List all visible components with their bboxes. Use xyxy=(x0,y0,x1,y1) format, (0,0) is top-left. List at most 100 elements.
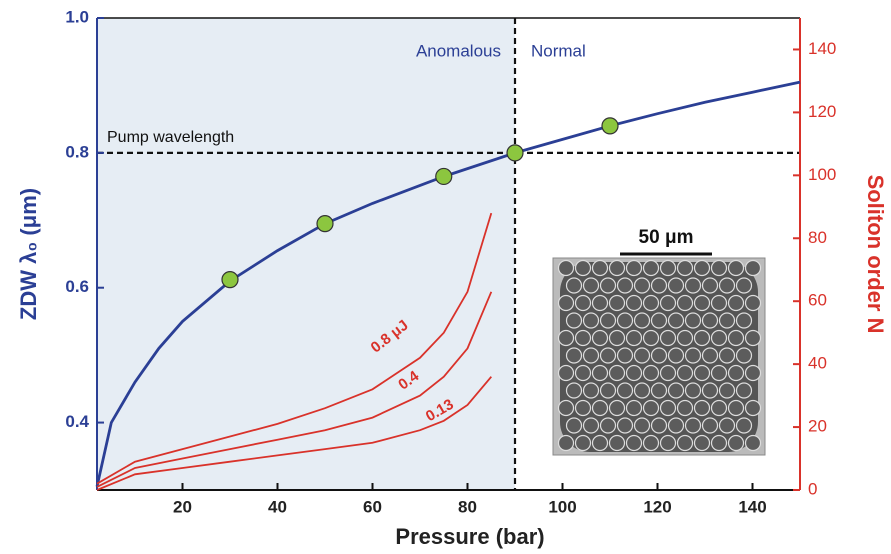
inset-cell xyxy=(557,259,575,277)
inset-cell xyxy=(557,294,575,312)
inset-cell xyxy=(650,417,668,434)
soliton-curve xyxy=(96,291,493,488)
data-point xyxy=(221,271,239,289)
inset-cell xyxy=(557,364,575,382)
inset-cell xyxy=(727,399,745,417)
zdw-curve xyxy=(95,80,801,487)
inset-cell xyxy=(574,434,592,452)
inset-cell xyxy=(710,259,728,277)
y-tick-label: 0.4 xyxy=(65,412,89,431)
data-point xyxy=(601,117,619,135)
inset-cell xyxy=(625,329,643,347)
y2-axis-title: Soliton order N xyxy=(863,175,888,334)
inset-cell xyxy=(616,347,634,364)
inset-cell xyxy=(608,329,626,347)
inset-cell xyxy=(701,382,719,399)
inset-cell xyxy=(616,277,634,294)
inset-cell xyxy=(574,329,592,347)
inset-cell xyxy=(642,294,660,312)
inset-cell xyxy=(642,364,660,382)
inset-cell xyxy=(676,364,694,382)
inset-cell xyxy=(582,382,600,399)
x-axis-title: Pressure (bar) xyxy=(395,524,544,549)
inset-cell xyxy=(744,364,762,382)
inset-cell xyxy=(625,294,643,312)
inset-cell xyxy=(701,417,719,434)
inset-cell xyxy=(684,347,702,364)
y2-tick-label: 120 xyxy=(808,102,836,121)
inset-cell xyxy=(591,364,609,382)
inset-cell xyxy=(608,399,626,417)
inset-cell xyxy=(693,364,711,382)
inset-cell xyxy=(684,382,702,399)
inset-cell xyxy=(684,417,702,434)
inset-cell xyxy=(693,434,711,452)
inset-cell xyxy=(599,347,617,364)
inset-cell xyxy=(608,259,626,277)
inset-cell xyxy=(667,417,685,434)
inset-cell xyxy=(625,364,643,382)
inset-cell xyxy=(599,277,617,294)
scale-label: 50 μm xyxy=(639,227,694,248)
inset-cell xyxy=(582,277,600,294)
inset-cell xyxy=(574,259,592,277)
x-tick-label: 100 xyxy=(548,497,576,516)
inset-cell xyxy=(616,417,634,434)
inset-cell xyxy=(735,382,753,399)
region-label: Normal xyxy=(531,41,586,60)
inset-cell xyxy=(574,399,592,417)
inset-cell xyxy=(574,294,592,312)
inset-cell xyxy=(599,417,617,434)
data-point xyxy=(506,144,524,162)
inset-cell xyxy=(650,382,668,399)
inset-cell xyxy=(701,312,719,329)
anomalous-region xyxy=(97,18,515,490)
inset-cell xyxy=(565,277,583,294)
inset-cell xyxy=(744,259,762,277)
inset-cell xyxy=(582,417,600,434)
inset-cell xyxy=(599,312,617,329)
inset-cell xyxy=(582,312,600,329)
inset-cell xyxy=(701,347,719,364)
inset-cell xyxy=(718,417,736,434)
x-tick-label: 140 xyxy=(738,497,766,516)
inset-cell xyxy=(650,277,668,294)
pump-label: Pump wavelength xyxy=(107,129,234,146)
y2-tick-label: 20 xyxy=(808,417,827,436)
inset-cell xyxy=(718,312,736,329)
inset-cell xyxy=(710,294,728,312)
inset-cell xyxy=(718,382,736,399)
inset-cell xyxy=(710,329,728,347)
inset-cell xyxy=(718,347,736,364)
inset-cell xyxy=(565,312,583,329)
inset-cell xyxy=(744,399,762,417)
soliton-curve xyxy=(96,376,492,491)
inset-cell xyxy=(608,434,626,452)
y-tick-label: 0.8 xyxy=(65,142,89,161)
inset-cell xyxy=(659,259,677,277)
inset-cell xyxy=(591,259,609,277)
inset-cell xyxy=(565,417,583,434)
inset-cell xyxy=(642,434,660,452)
inset-cell xyxy=(659,329,677,347)
inset-cell xyxy=(659,399,677,417)
y2-tick-label: 80 xyxy=(808,228,827,247)
inset-cell xyxy=(684,277,702,294)
inset-cell xyxy=(633,312,651,329)
inset-cell xyxy=(659,364,677,382)
y-axis-title: ZDW λ₀ (μm) xyxy=(16,188,41,320)
inset-cell xyxy=(735,347,753,364)
inset-cell xyxy=(633,417,651,434)
inset-cell xyxy=(633,382,651,399)
inset-cell xyxy=(676,434,694,452)
inset-cell xyxy=(744,329,762,347)
x-tick-label: 40 xyxy=(268,497,287,516)
inset-cell xyxy=(684,312,702,329)
inset-cell xyxy=(650,347,668,364)
y2-tick-label: 40 xyxy=(808,354,827,373)
inset-cell xyxy=(701,277,719,294)
inset-cell xyxy=(608,294,626,312)
y2-tick-label: 100 xyxy=(808,165,836,184)
y-tick-label: 0.6 xyxy=(65,277,89,296)
